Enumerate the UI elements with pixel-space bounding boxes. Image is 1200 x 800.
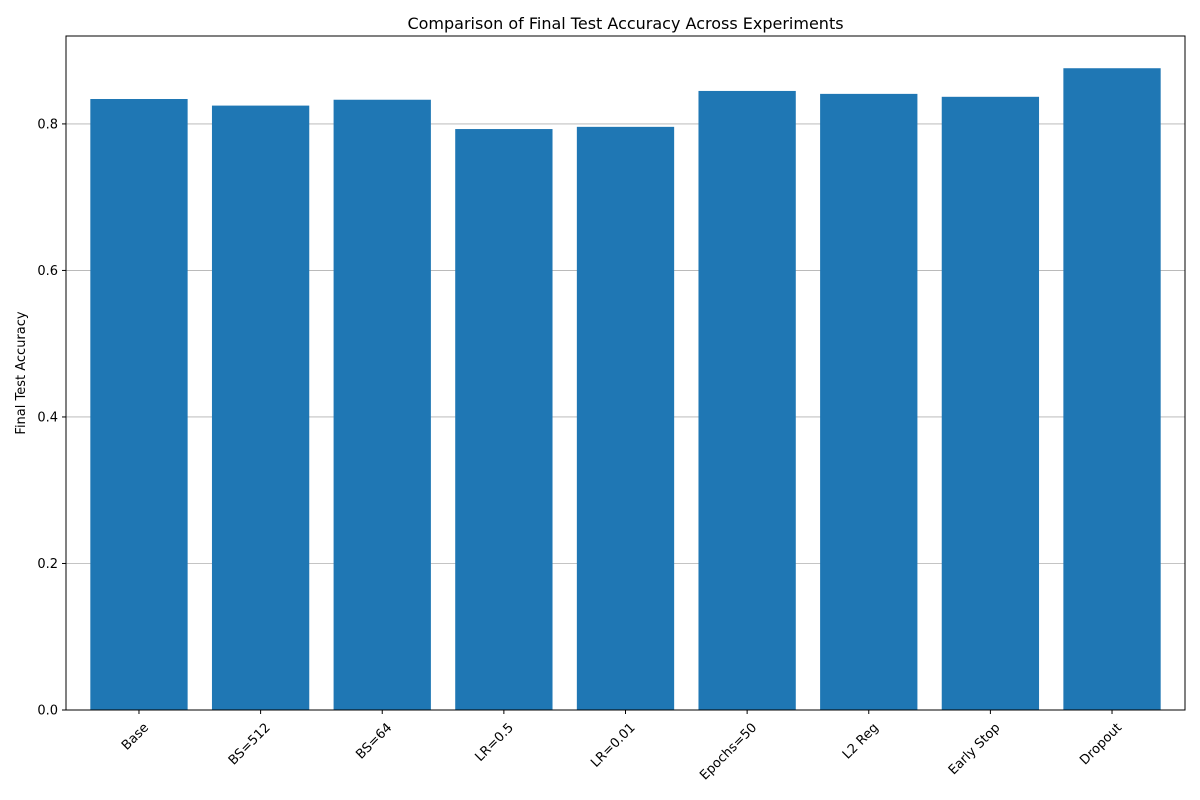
y-tick-label-0: 0.0 — [37, 704, 58, 719]
y-tick-label-2: 0.4 — [37, 410, 58, 425]
bar-early-stop — [941, 96, 1040, 710]
y-tick-label-3: 0.6 — [37, 264, 58, 279]
x-tick-label-1: BS=512 — [226, 720, 274, 768]
bar-bs-512 — [211, 105, 310, 710]
x-tick-label-5: Epochs=50 — [697, 720, 760, 783]
bar-lr-0-5 — [455, 129, 553, 710]
x-tick-label-7: Early Stop — [946, 720, 1004, 778]
chart-title: Comparison of Final Test Accuracy Across… — [407, 14, 843, 33]
x-tick-label-3: LR=0.5 — [472, 720, 516, 764]
x-tick-label-2: BS=64 — [353, 720, 395, 762]
x-tick-label-0: Base — [119, 720, 152, 753]
bar-lr-0-01 — [576, 126, 675, 710]
x-axis: Base BS=512 BS=64 LR=0.5 LR=0.01 Epochs=50 L2 … — [119, 710, 1125, 783]
y-axis: 0.0 0.2 0.4 0.6 0.8 — [37, 117, 66, 719]
bar-bs-64 — [333, 99, 431, 711]
bar-l2-reg — [820, 93, 918, 710]
y-axis-label: Final Test Accuracy — [14, 311, 29, 434]
x-tick-label-6: L2 Reg — [840, 720, 882, 762]
bar-base — [90, 99, 188, 711]
bars-layer — [90, 68, 1161, 711]
bar-dropout — [1063, 68, 1161, 710]
y-tick-label-1: 0.2 — [37, 557, 58, 572]
x-tick-label-4: LR=0.01 — [588, 720, 638, 770]
x-tick-label-8: Dropout — [1077, 720, 1125, 768]
bar-epochs-50 — [698, 90, 796, 710]
y-tick-label-4: 0.8 — [37, 117, 58, 132]
